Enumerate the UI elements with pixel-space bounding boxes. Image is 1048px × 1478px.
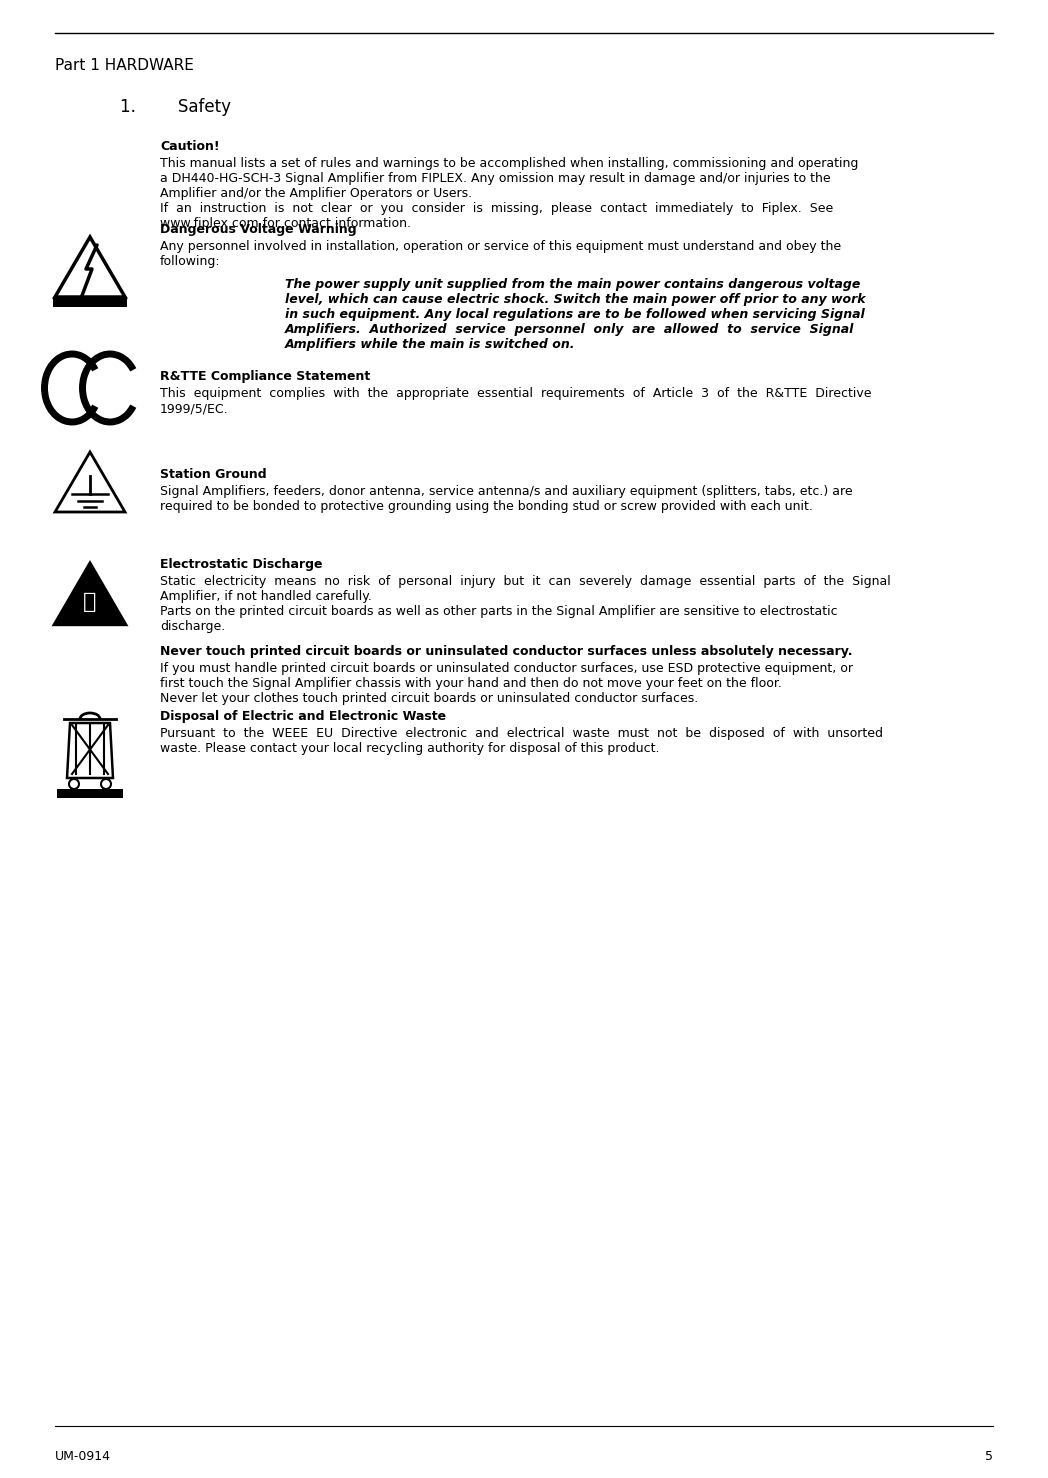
- Text: R&TTE Compliance Statement: R&TTE Compliance Statement: [160, 370, 370, 383]
- Text: The power supply unit supplied from the main power contains dangerous voltage
le: The power supply unit supplied from the …: [285, 278, 866, 350]
- Text: Pursuant  to  the  WEEE  EU  Directive  electronic  and  electrical  waste  must: Pursuant to the WEEE EU Directive electr…: [160, 727, 883, 755]
- Text: This manual lists a set of rules and warnings to be accomplished when installing: This manual lists a set of rules and war…: [160, 157, 858, 231]
- Text: UM-0914: UM-0914: [54, 1450, 111, 1463]
- Polygon shape: [54, 452, 125, 511]
- Text: Dangerous Voltage Warning: Dangerous Voltage Warning: [160, 223, 356, 236]
- Polygon shape: [67, 723, 113, 777]
- Text: 5: 5: [985, 1450, 994, 1463]
- Text: Electrostatic Discharge: Electrostatic Discharge: [160, 559, 323, 571]
- Text: Any personnel involved in installation, operation or service of this equipment m: Any personnel involved in installation, …: [160, 239, 842, 268]
- Text: Disposal of Electric and Electronic Waste: Disposal of Electric and Electronic Wast…: [160, 709, 446, 723]
- Polygon shape: [53, 297, 127, 307]
- Text: Signal Amplifiers, feeders, donor antenna, service antenna/s and auxiliary equip: Signal Amplifiers, feeders, donor antenn…: [160, 485, 853, 513]
- Text: ✋: ✋: [83, 593, 96, 612]
- FancyBboxPatch shape: [57, 789, 123, 798]
- Polygon shape: [54, 563, 126, 625]
- Text: Caution!: Caution!: [160, 140, 220, 154]
- Text: If you must handle printed circuit boards or uninsulated conductor surfaces, use: If you must handle printed circuit board…: [160, 662, 853, 705]
- Text: 1.        Safety: 1. Safety: [121, 98, 231, 115]
- Polygon shape: [54, 236, 125, 297]
- Text: Never touch printed circuit boards or uninsulated conductor surfaces unless abso: Never touch printed circuit boards or un…: [160, 644, 852, 658]
- Text: Part 1 HARDWARE: Part 1 HARDWARE: [54, 58, 194, 72]
- Text: Station Ground: Station Ground: [160, 469, 266, 480]
- Text: This  equipment  complies  with  the  appropriate  essential  requirements  of  : This equipment complies with the appropr…: [160, 387, 872, 415]
- Text: Static  electricity  means  no  risk  of  personal  injury  but  it  can  severe: Static electricity means no risk of pers…: [160, 575, 891, 633]
